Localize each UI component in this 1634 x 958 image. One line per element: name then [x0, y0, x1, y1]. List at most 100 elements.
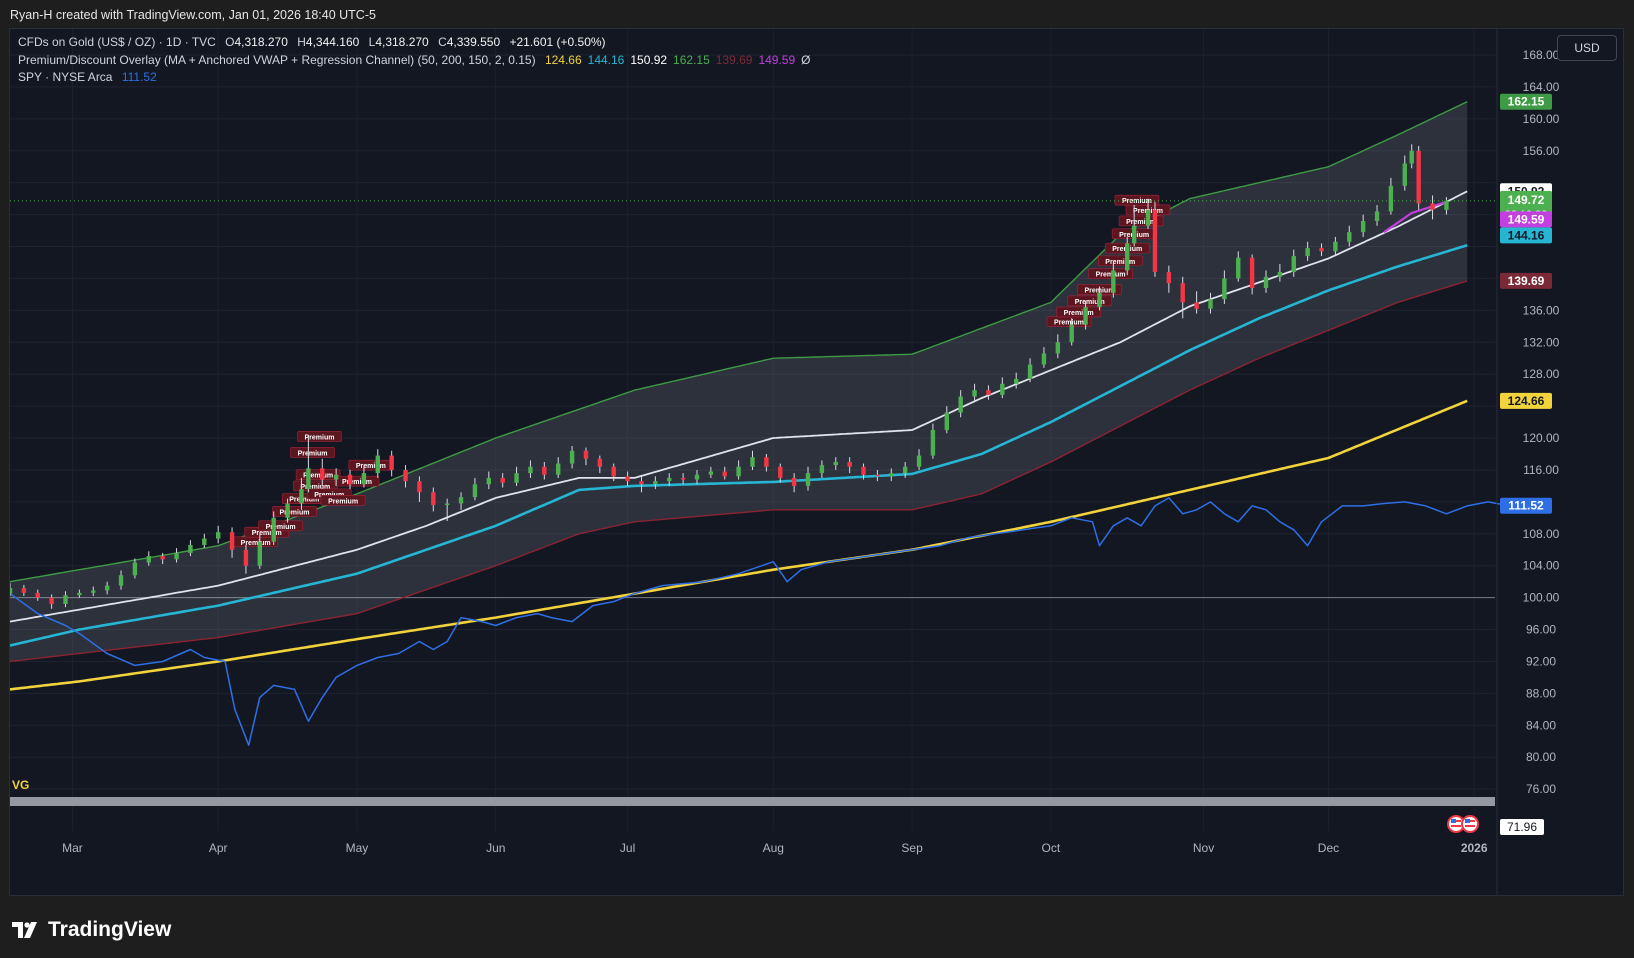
price-tag-spy: 111.52 — [1500, 497, 1552, 514]
premium-marker: Premium — [1056, 306, 1101, 318]
candle-body — [215, 532, 221, 539]
candle-body — [1347, 232, 1352, 242]
candle-body — [1145, 209, 1151, 226]
candle — [1069, 318, 1074, 346]
candle — [35, 589, 40, 601]
candle-body — [146, 556, 151, 563]
candle — [653, 476, 658, 490]
candle — [1388, 177, 1394, 215]
premium-marker-box — [1097, 255, 1143, 267]
price-tag-lower-text: 139.69 — [1508, 274, 1545, 288]
y-tick-label: 108.00 — [1523, 527, 1560, 541]
candle — [514, 466, 519, 486]
flag-canton — [1451, 819, 1456, 823]
candle-body — [1236, 257, 1241, 279]
candle-body — [889, 473, 894, 477]
candle-body — [930, 430, 936, 456]
candle-body — [91, 590, 96, 593]
candle — [1125, 236, 1130, 276]
premium-marker-label: Premium — [1096, 272, 1126, 279]
premium-marker: Premium — [297, 431, 342, 442]
premium-marker-label: Premium — [342, 479, 372, 486]
candle-body — [229, 532, 235, 550]
candle-body — [1027, 364, 1033, 379]
us-flag-event-icon[interactable] — [1447, 815, 1479, 833]
candle-body — [1388, 185, 1394, 212]
high-label: H — [297, 35, 306, 49]
flag-stripe — [1451, 825, 1461, 827]
y-tick-label: 116.00 — [1523, 463, 1559, 477]
series-line-anchored-vwap — [10, 243, 1468, 647]
candle-body — [132, 562, 138, 576]
candle — [847, 457, 852, 474]
indicator-value: 162.15 — [673, 53, 710, 67]
candle-body — [805, 473, 811, 486]
candle-body — [972, 390, 977, 397]
y-tick-label: 120.00 — [1523, 431, 1560, 445]
candle-body — [444, 503, 450, 506]
premium-marker-label: Premium — [252, 530, 282, 537]
candle — [333, 468, 339, 486]
candle — [750, 450, 755, 470]
currency-button[interactable]: USD — [1557, 35, 1617, 61]
candle-body — [1152, 209, 1158, 273]
attribution-bar: Ryan-H created with TradingView.com, Jan… — [0, 0, 1634, 28]
premium-marker-box — [1118, 215, 1164, 227]
indicator-value: 144.16 — [587, 53, 625, 67]
candle — [1145, 198, 1151, 229]
open-label: O — [225, 35, 235, 49]
price-tag-teal-box — [1500, 227, 1552, 244]
premium-marker: Premium — [334, 475, 380, 487]
candle-body — [1097, 292, 1102, 308]
candle-body — [542, 466, 547, 475]
candle — [667, 473, 672, 486]
candle — [986, 385, 991, 400]
candle — [1083, 300, 1088, 330]
candle-body — [1125, 243, 1130, 271]
candle-body — [680, 477, 686, 480]
indicator-name[interactable]: Premium/Discount Overlay (MA + Anchored … — [18, 53, 536, 67]
candle-body — [202, 538, 207, 545]
candle — [930, 423, 936, 459]
candle-body — [569, 450, 575, 464]
spy-legend: SPY · NYSE Arca 111.52 — [18, 70, 157, 84]
price-tag-vwap: 149.59 — [1500, 211, 1552, 228]
premium-marker-label: Premium — [266, 524, 296, 531]
candle — [1263, 270, 1269, 293]
y-tick-label: 128.00 — [1523, 367, 1560, 381]
candle — [583, 447, 589, 466]
candle-body — [63, 595, 68, 604]
low-label: L — [368, 35, 376, 49]
symbol-name[interactable]: CFDs on Gold (US$ / OZ) · 1D · TVC — [18, 35, 216, 49]
tradingview-logo-icon — [12, 922, 37, 938]
candle-body — [944, 412, 949, 431]
x-tick-label: Aug — [763, 841, 784, 855]
candle — [77, 589, 82, 598]
premium-marker: Premium — [295, 469, 341, 481]
x-tick-label: Mar — [62, 841, 83, 855]
candle-body — [361, 473, 367, 485]
candle — [444, 498, 450, 522]
chart-frame[interactable]: Premium Premium Premium Premium Premium Premi… — [9, 28, 1624, 896]
spy-name[interactable]: SPY · NYSE Arca — [18, 70, 113, 84]
candle-body — [306, 468, 311, 490]
high-value: 4,344.160 — [305, 35, 360, 49]
candle-body — [833, 461, 838, 466]
attribution-text: Ryan-H created with TradingView.com, Jan… — [10, 8, 376, 22]
price-chart[interactable]: PremiumPremiumPremiumPremiumPremiumPremi… — [10, 29, 1623, 895]
candle — [791, 473, 797, 493]
premium-marker-box — [272, 506, 317, 517]
candle — [597, 455, 603, 474]
premium-marker-label: Premium — [1054, 320, 1084, 327]
candle-body — [10, 588, 13, 594]
premium-marker: Premium — [1088, 268, 1133, 279]
candle-body — [417, 481, 422, 493]
candle-body — [1069, 324, 1074, 343]
candle — [916, 449, 922, 470]
candle — [1319, 243, 1324, 257]
flag-stripe — [1465, 825, 1475, 827]
x-tick-label: Jun — [486, 841, 505, 855]
candle — [1347, 225, 1352, 247]
premium-marker: Premium — [348, 459, 394, 471]
candle-body — [819, 465, 825, 474]
